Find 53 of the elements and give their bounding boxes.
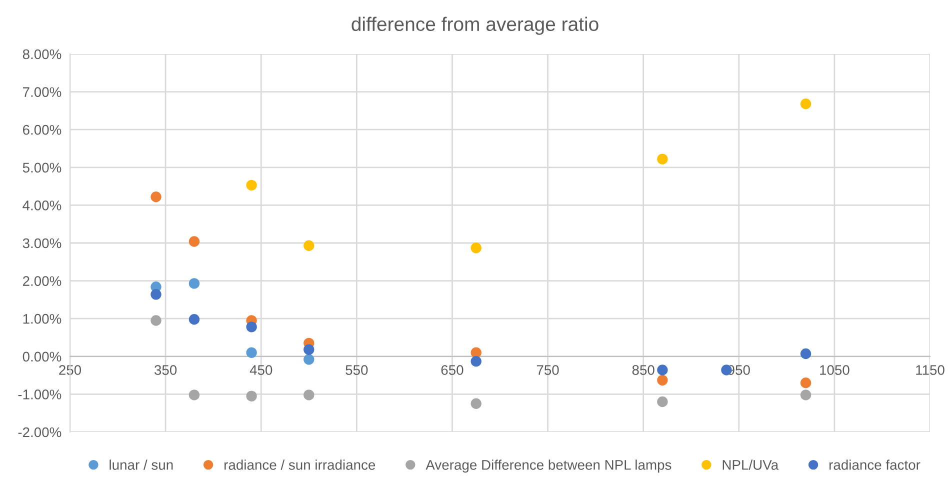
y-tick-label: 8.00% bbox=[22, 49, 62, 60]
y-tick-label: 1.00% bbox=[23, 314, 62, 324]
point bbox=[188, 314, 200, 325]
y-tick-label: 7.00% bbox=[23, 87, 62, 97]
point bbox=[657, 154, 668, 164]
point bbox=[188, 236, 200, 247]
point bbox=[188, 390, 200, 400]
point bbox=[800, 378, 812, 388]
x-tick-label: 750 bbox=[536, 365, 559, 375]
point bbox=[246, 322, 257, 332]
legend-label: Average Difference between NPL lamps bbox=[426, 460, 672, 473]
legend-label: NPL/UVa bbox=[722, 460, 779, 470]
point bbox=[304, 344, 314, 355]
point bbox=[800, 348, 812, 360]
point bbox=[304, 240, 314, 251]
legend-label: lunar / sun bbox=[110, 460, 173, 470]
x-tick-label: 350 bbox=[154, 365, 177, 375]
y-tick-label: 2.00% bbox=[22, 276, 62, 286]
x-tick-label: 450 bbox=[250, 365, 272, 375]
legend-label: radiance / sun irradiance bbox=[224, 460, 376, 470]
point bbox=[150, 192, 162, 202]
point bbox=[246, 180, 257, 191]
x-tick-label: 250 bbox=[59, 365, 82, 375]
point bbox=[470, 398, 482, 410]
point bbox=[150, 289, 162, 300]
y-tick-label: 5.00% bbox=[22, 162, 62, 173]
point bbox=[470, 356, 482, 367]
point bbox=[657, 364, 668, 376]
point bbox=[188, 278, 200, 289]
point bbox=[800, 98, 812, 110]
point bbox=[657, 374, 668, 386]
legend-label: radiance factor bbox=[829, 460, 920, 470]
y-tick-label: 4.00% bbox=[22, 200, 62, 210]
x-tick-label: 550 bbox=[346, 365, 368, 375]
x-tick-label: 1150 bbox=[916, 365, 944, 375]
x-tick-label: 1050 bbox=[820, 365, 850, 375]
y-tick-label: -1.00% bbox=[18, 390, 62, 400]
point bbox=[246, 390, 257, 402]
point bbox=[657, 396, 668, 408]
x-tick-label: 650 bbox=[441, 365, 464, 375]
y-tick-label: -2.00% bbox=[18, 427, 62, 438]
point bbox=[800, 390, 812, 400]
point bbox=[304, 354, 314, 365]
chart-title: difference from average ratio bbox=[352, 16, 598, 35]
point bbox=[470, 347, 482, 358]
y-tick-label: 6.00% bbox=[22, 124, 62, 135]
y-tick-label: 0.00% bbox=[22, 352, 62, 362]
point bbox=[150, 315, 162, 326]
point bbox=[470, 242, 482, 254]
point bbox=[304, 390, 314, 400]
y-tick-label: 3.00% bbox=[22, 238, 62, 248]
x-tick-label: 850 bbox=[632, 365, 654, 375]
point bbox=[246, 347, 257, 358]
